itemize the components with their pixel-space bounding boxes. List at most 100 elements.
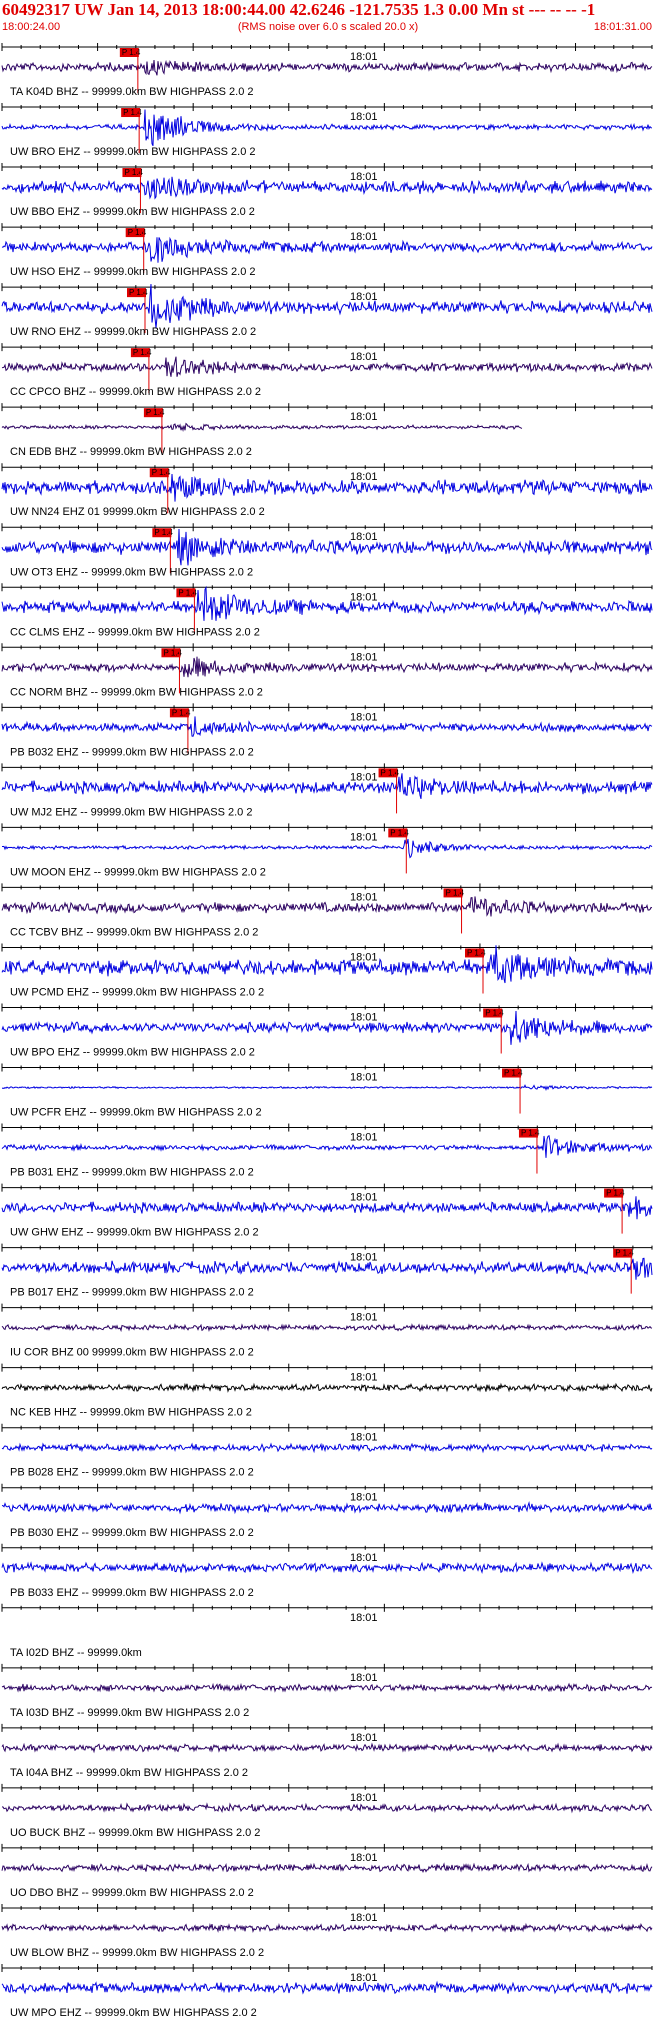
station-label: UW MJ2 EHZ -- 99999.0km BW HIGHPASS 2.0 … <box>10 806 252 818</box>
station-label: CN EDB BHZ -- 99999.0km BW HIGHPASS 2.0 … <box>10 446 252 458</box>
station-label: UO BUCK BHZ -- 99999.0km BW HIGHPASS 2.0… <box>10 1827 260 1839</box>
station-label: UW BPO EHZ -- 99999.0km BW HIGHPASS 2.0 … <box>10 1047 255 1059</box>
station-label: CC CPCO BHZ -- 99999.0km BW HIGHPASS 2.0… <box>10 386 261 398</box>
pick-flag <box>149 468 169 478</box>
pick-flag <box>378 768 398 778</box>
seismogram-panel: 18:01P 1.4TA K04D BHZ -- 99999.0km BW HI… <box>1 43 653 2018</box>
tick-label: 18:01 <box>350 1312 378 1324</box>
tick-label: 18:01 <box>350 1972 378 1984</box>
pick-label: P 1.4 <box>390 828 409 837</box>
station-label: UW PCMD EHZ -- 99999.0km BW HIGHPASS 2.0… <box>10 986 264 998</box>
pick-flag <box>130 348 150 358</box>
station-label: UW MPO EHZ -- 99999.0km BW HIGHPASS 2.0 … <box>10 2007 257 2018</box>
waveform-trace <box>1 1196 653 1220</box>
waveform-trace <box>1 1561 653 1575</box>
pick-flag <box>443 888 463 898</box>
tick-label: 18:01 <box>350 651 378 663</box>
station-label: PB B017 EHZ -- 99999.0km BW HIGHPASS 2.0… <box>10 1287 254 1299</box>
pick-flag <box>518 1128 538 1138</box>
tick-label: 18:01 <box>350 891 378 903</box>
pick-label: P 1.4 <box>123 108 142 117</box>
station-label: UW BRO EHZ -- 99999.0km BW HIGHPASS 2.0 … <box>10 146 256 158</box>
tick-label: 18:01 <box>350 1672 378 1684</box>
pick-flag <box>125 228 145 238</box>
station-label: TA K04D BHZ -- 99999.0km BW HIGHPASS 2.0… <box>10 86 254 98</box>
tick-label: 18:01 <box>350 531 378 543</box>
pick-flag <box>143 408 163 418</box>
station-label: IU COR BHZ 00 99999.0km BW HIGHPASS 2.0 … <box>10 1347 254 1359</box>
pick-label: P 1.4 <box>146 408 165 417</box>
waveform-trace <box>1 945 653 984</box>
tick-label: 18:01 <box>350 291 378 303</box>
station-label: PB B032 EHZ -- 99999.0km BW HIGHPASS 2.0… <box>10 746 254 758</box>
station-label: UW PCFR EHZ -- 99999.0km BW HIGHPASS 2.0… <box>10 1107 262 1119</box>
station-label: UW RNO EHZ -- 99999.0km BW HIGHPASS 2.0 … <box>10 326 256 338</box>
tick-label: 18:01 <box>350 1552 378 1564</box>
tick-label: 18:01 <box>350 1192 378 1204</box>
waveform-trace <box>1 1323 653 1333</box>
station-label: UW HSO EHZ -- 99999.0km BW HIGHPASS 2.0 … <box>10 266 256 278</box>
waveform-trace <box>1 284 653 329</box>
station-label: PB B033 EHZ -- 99999.0km BW HIGHPASS 2.0… <box>10 1587 254 1599</box>
pick-label: P 1.4 <box>178 588 197 597</box>
tick-label: 18:01 <box>350 831 378 843</box>
station-label: PB B028 EHZ -- 99999.0km BW HIGHPASS 2.0… <box>10 1467 254 1479</box>
pick-label: P 1.4 <box>154 528 173 537</box>
waveform-trace <box>1 773 653 800</box>
pick-label: P 1.4 <box>504 1069 523 1078</box>
waveform-trace <box>1 176 653 200</box>
station-label: CC TCBV BHZ -- 99999.0km BW HIGHPASS 2.0… <box>10 926 258 938</box>
tick-label: 18:01 <box>350 351 378 363</box>
pick-label: P 1.4 <box>128 228 147 237</box>
tick-label: 18:01 <box>350 1492 378 1504</box>
station-label: UW OT3 EHZ -- 99999.0km BW HIGHPASS 2.0 … <box>10 566 253 578</box>
tick-label: 18:01 <box>350 951 378 963</box>
pick-label: P 1.4 <box>381 768 400 777</box>
waveform-trace <box>1 716 653 737</box>
waveform-trace <box>1 1802 653 1814</box>
tick-label: 18:01 <box>350 1252 378 1264</box>
tick-label: 18:01 <box>350 1612 378 1624</box>
waveform-trace <box>1 236 653 263</box>
station-label: UW GHW EHZ -- 99999.0km BW HIGHPASS 2.0 … <box>10 1227 259 1239</box>
end-time: 18:01:31.00 <box>593 21 652 33</box>
station-label: CC NORM BHZ -- 99999.0km BW HIGHPASS 2.0… <box>10 686 263 698</box>
pick-label: P 1.4 <box>152 468 171 477</box>
tick-label: 18:01 <box>350 171 378 183</box>
waveform-trace <box>1 1442 653 1454</box>
station-label: NC KEB HHZ -- 99999.0km BW HIGHPASS 2.0 … <box>10 1407 252 1419</box>
station-label: CC CLMS EHZ -- 99999.0km BW HIGHPASS 2.0… <box>10 626 260 638</box>
pick-label: P 1.4 <box>133 348 152 357</box>
waveform-trace <box>2 838 653 859</box>
tick-label: 18:01 <box>350 1852 378 1864</box>
station-label: TA I04A BHZ -- 99999.0km BW HIGHPASS 2.0… <box>10 1767 248 1779</box>
pick-label: P 1.4 <box>467 948 486 957</box>
pick-label: P 1.4 <box>485 1008 504 1017</box>
pick-flag <box>169 708 189 718</box>
tick-label: 18:01 <box>350 1792 378 1804</box>
pick-flag <box>119 48 139 57</box>
waveform-trace <box>1 1010 653 1045</box>
station-label: UO DBO BHZ -- 99999.0km BW HIGHPASS 2.0 … <box>10 1887 254 1899</box>
tick-label: 18:01 <box>350 711 378 723</box>
tick-label: 18:01 <box>350 771 378 783</box>
waveform-trace <box>1 1382 653 1393</box>
waveform-trace <box>1 1980 653 1995</box>
pick-label: P 1.4 <box>129 288 148 297</box>
pick-flag <box>152 528 172 538</box>
waveform-trace <box>1 473 653 502</box>
pick-label: P 1.4 <box>446 888 465 897</box>
tick-label: 18:01 <box>350 1011 378 1023</box>
pick-label: P 1.4 <box>172 708 191 717</box>
station-label: UW BBO EHZ -- 99999.0km BW HIGHPASS 2.0 … <box>10 206 255 218</box>
waveform-trace <box>1 896 653 917</box>
pick-flag <box>502 1068 522 1078</box>
tick-label: 18:01 <box>350 1912 378 1924</box>
waveform-trace <box>1 422 523 433</box>
record-header: 60492317 UW Jan 14, 2013 18:00:44.00 42.… <box>0 0 656 37</box>
tick-label: 18:01 <box>350 1072 378 1084</box>
event-title: 60492317 UW Jan 14, 2013 18:00:44.00 42.… <box>2 0 596 19</box>
pick-label: P 1.4 <box>615 1249 634 1258</box>
tick-label: 18:01 <box>350 231 378 243</box>
station-label: PB B030 EHZ -- 99999.0km BW HIGHPASS 2.0… <box>10 1527 254 1539</box>
